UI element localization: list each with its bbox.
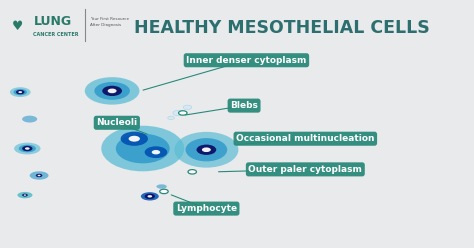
- Circle shape: [37, 175, 41, 176]
- Circle shape: [108, 89, 117, 93]
- Text: CANCER CENTER: CANCER CENTER: [34, 32, 79, 37]
- Circle shape: [183, 105, 192, 110]
- Circle shape: [145, 146, 167, 158]
- Ellipse shape: [101, 126, 184, 171]
- Circle shape: [152, 150, 160, 155]
- Ellipse shape: [14, 143, 40, 155]
- Circle shape: [160, 189, 168, 194]
- Ellipse shape: [19, 145, 36, 152]
- Text: ♥: ♥: [12, 20, 23, 33]
- Circle shape: [202, 147, 211, 152]
- Text: HEALTHY MESOTHELIAL CELLS: HEALTHY MESOTHELIAL CELLS: [134, 19, 429, 36]
- Ellipse shape: [94, 82, 130, 100]
- Ellipse shape: [116, 134, 170, 163]
- Circle shape: [36, 174, 42, 177]
- Circle shape: [25, 147, 30, 150]
- Circle shape: [18, 91, 22, 93]
- Circle shape: [22, 146, 33, 151]
- Circle shape: [145, 194, 155, 199]
- Text: Nucleoli: Nucleoli: [96, 118, 137, 127]
- Circle shape: [16, 90, 25, 94]
- Circle shape: [188, 170, 197, 174]
- Ellipse shape: [174, 132, 238, 168]
- Text: Inner denser cytoplasm: Inner denser cytoplasm: [186, 56, 307, 65]
- Text: Outer paler cytoplasm: Outer paler cytoplasm: [248, 165, 362, 174]
- Text: LUNG: LUNG: [34, 15, 72, 28]
- Text: Occasional multinucleation: Occasional multinucleation: [236, 134, 374, 143]
- Ellipse shape: [10, 87, 31, 97]
- Ellipse shape: [85, 77, 139, 105]
- Ellipse shape: [141, 192, 159, 201]
- Circle shape: [173, 110, 183, 116]
- Text: Lymphocyte: Lymphocyte: [176, 204, 237, 213]
- Ellipse shape: [13, 89, 27, 95]
- Text: Blebs: Blebs: [230, 101, 258, 110]
- Ellipse shape: [156, 184, 167, 189]
- Circle shape: [197, 145, 216, 155]
- Circle shape: [179, 111, 187, 115]
- Ellipse shape: [18, 192, 33, 198]
- Text: Your First Resource
After Diagnosis: Your First Resource After Diagnosis: [90, 17, 129, 27]
- Circle shape: [168, 116, 174, 120]
- Circle shape: [24, 194, 26, 196]
- Circle shape: [102, 86, 122, 96]
- Circle shape: [22, 194, 28, 197]
- Circle shape: [128, 136, 140, 142]
- Circle shape: [147, 195, 152, 198]
- Circle shape: [120, 132, 148, 146]
- Ellipse shape: [30, 171, 48, 180]
- Ellipse shape: [185, 138, 227, 161]
- Ellipse shape: [22, 116, 37, 123]
